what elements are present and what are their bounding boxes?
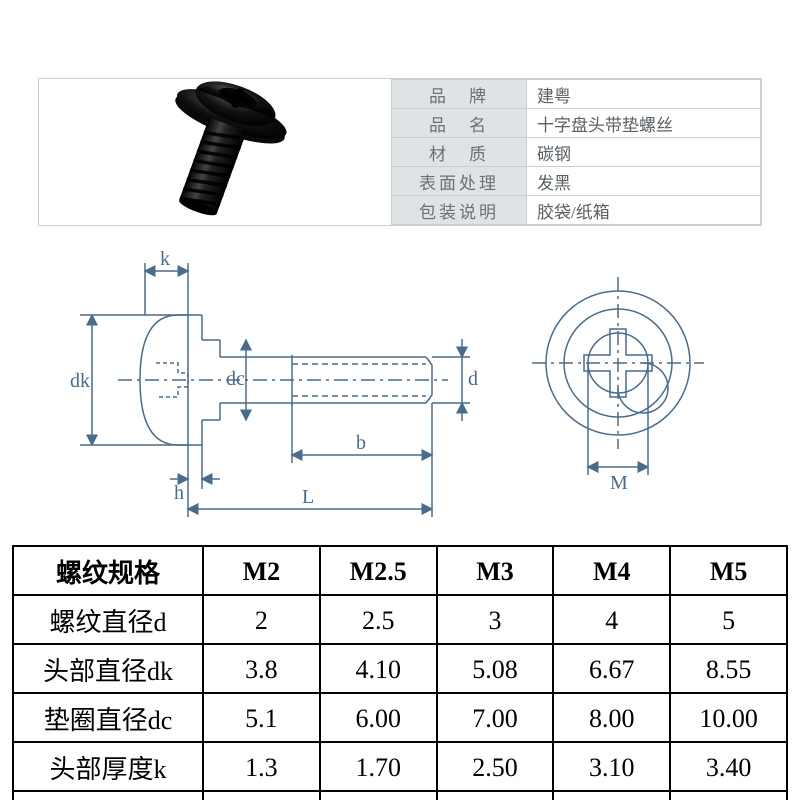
info-label: 品 名 [392,109,527,138]
spec-cell: 3 [437,595,554,644]
spec-col: M5 [670,546,787,595]
spec-cell: 3.8 [203,644,320,693]
spec-table-overflow [12,760,788,800]
product-photo [39,79,391,225]
spec-cell: 5 [670,595,787,644]
info-value: 碳钢 [527,138,761,167]
spec-cell: 2 [203,595,320,644]
info-value: 建粤 [527,80,761,109]
spec-cell: 7.00 [437,693,554,742]
spec-table: 螺纹规格 M2 M2.5 M3 M4 M5 螺纹直径d 2 2.5 3 4 5 … [12,545,788,792]
info-label: 包装说明 [392,196,527,225]
spec-cell: 4 [553,595,670,644]
spec-col: M3 [437,546,554,595]
info-label: 材 质 [392,138,527,167]
dim-label-h: h [174,482,184,504]
spec-cell: 6.00 [320,693,437,742]
spec-cell: 5.1 [203,693,320,742]
info-label: 表面处理 [392,167,527,196]
product-info-table: 品 牌 建粤 品 名 十字盘头带垫螺丝 材 质 碳钢 表面处理 发黑 包装说明 … [391,79,761,225]
product-header-card: 品 牌 建粤 品 名 十字盘头带垫螺丝 材 质 碳钢 表面处理 发黑 包装说明 … [38,78,762,226]
info-value: 十字盘头带垫螺丝 [527,109,761,138]
spec-header-label: 螺纹规格 [13,546,203,595]
dim-label-L: L [302,486,314,508]
spec-cell: 8.55 [670,644,787,693]
spec-cell: 5.08 [437,644,554,693]
spec-cell: 2.5 [320,595,437,644]
spec-cell: 8.00 [553,693,670,742]
info-value: 发黑 [527,167,761,196]
technical-drawing: k dk dc d b [70,245,730,525]
spec-cell: 4.10 [320,644,437,693]
spec-row-label: 头部直径dk [13,644,203,693]
dim-label-dc: dc [226,368,245,390]
info-label: 品 牌 [392,80,527,109]
spec-col: M4 [553,546,670,595]
spec-col: M2.5 [320,546,437,595]
dim-label-b: b [356,432,366,454]
dim-label-d: d [468,368,478,390]
info-value: 胶袋/纸箱 [527,196,761,225]
dim-label-dk: dk [70,370,90,392]
dim-label-M: M [610,472,628,494]
spec-col: M2 [203,546,320,595]
spec-cell: 6.67 [553,644,670,693]
spec-cell: 10.00 [670,693,787,742]
spec-row-label: 垫圈直径dc [13,693,203,742]
dim-label-k: k [160,248,170,270]
spec-row-label: 螺纹直径d [13,595,203,644]
